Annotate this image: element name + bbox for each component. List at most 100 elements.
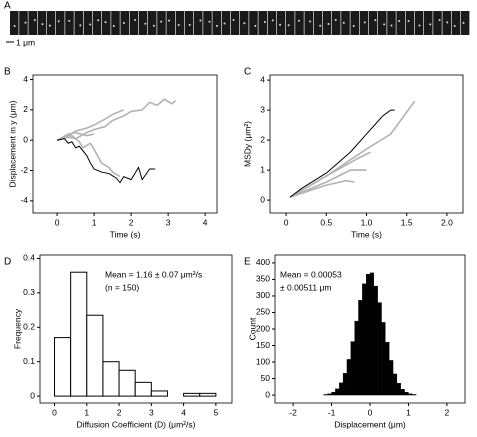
x-tick-label: 5 — [213, 407, 218, 417]
frame — [92, 11, 102, 35]
spot — [319, 24, 322, 27]
x-tick-label: 2 — [129, 217, 134, 227]
plot-frame — [39, 254, 233, 404]
bar — [385, 342, 390, 396]
bar — [150, 390, 168, 397]
y-tick-label: 250 — [256, 307, 270, 317]
spot — [390, 24, 393, 27]
plot-frame — [274, 254, 466, 404]
spot — [446, 21, 449, 24]
bar — [369, 272, 374, 396]
y-tick-label: 2 — [260, 134, 265, 144]
spot — [263, 20, 266, 23]
y-axis-label: Frequency — [12, 308, 22, 349]
frame — [304, 11, 313, 35]
frame — [212, 11, 221, 35]
y-tick-label: 100 — [256, 356, 270, 366]
frame — [56, 11, 65, 35]
frame — [37, 11, 47, 35]
spot — [199, 19, 202, 22]
line — [289, 169, 367, 198]
frame — [28, 11, 37, 35]
spot — [223, 22, 226, 25]
line — [56, 131, 95, 141]
y-tick-label: -2 — [20, 165, 28, 175]
x-tick-label: 1.5 — [401, 217, 413, 227]
plot-frame — [32, 74, 218, 214]
bar — [404, 391, 409, 396]
bar — [342, 373, 348, 396]
y-tick-label: -4 — [20, 195, 28, 205]
spot — [363, 21, 366, 24]
spot — [309, 20, 312, 23]
bar — [400, 388, 405, 396]
bar — [327, 393, 332, 396]
frame — [129, 11, 139, 35]
frame — [19, 11, 28, 35]
frame — [433, 11, 442, 35]
spot — [287, 24, 290, 27]
spot — [122, 22, 125, 25]
bar — [412, 394, 417, 396]
bar — [346, 359, 351, 396]
x-tick-label: 0 — [52, 407, 57, 417]
spot — [168, 19, 171, 22]
frame — [203, 11, 212, 35]
spot — [89, 23, 92, 26]
bar — [134, 381, 152, 397]
bar — [408, 393, 413, 396]
spot — [418, 24, 421, 27]
y-tick-label: 4 — [23, 74, 28, 84]
spot — [297, 19, 300, 22]
frame — [175, 11, 185, 35]
bar — [373, 285, 378, 396]
spot — [33, 19, 36, 22]
bar — [323, 394, 328, 396]
frame — [111, 11, 120, 35]
y-tick-label: 3 — [260, 104, 265, 114]
bar — [54, 337, 72, 397]
line — [289, 179, 355, 198]
frame — [258, 11, 267, 35]
x-tick-label: 0.5 — [320, 217, 332, 227]
y-tick-label: 0.3 — [23, 287, 35, 297]
y-axis-label: MSDy (μm²) — [242, 121, 252, 167]
frame — [65, 11, 74, 35]
spot — [97, 19, 100, 22]
bar — [366, 274, 371, 396]
x-tick-label: 2 — [117, 407, 122, 417]
panel-label: E — [244, 257, 251, 268]
image-strip — [10, 11, 470, 35]
spot — [254, 24, 257, 27]
spot — [398, 20, 401, 23]
x-axis-label: Diffusion Coefficient (D) (μm²/s) — [77, 419, 196, 429]
spot — [79, 24, 82, 27]
bar — [335, 388, 340, 396]
x-tick-label: 4 — [203, 217, 208, 227]
y-tick-label: 350 — [256, 274, 270, 284]
spot — [144, 22, 147, 25]
frame — [350, 11, 359, 35]
y-tick-label: 50 — [261, 373, 271, 383]
spot — [13, 25, 16, 27]
frame — [157, 11, 166, 35]
y-tick-label: 1 — [260, 164, 265, 174]
annotation: Mean = 0.00053 — [280, 269, 342, 279]
x-tick-label: 1 — [84, 407, 89, 417]
spot — [57, 20, 60, 23]
bar — [358, 300, 363, 396]
frame — [102, 11, 111, 35]
frame — [194, 11, 203, 35]
bar — [339, 382, 344, 396]
panel-label: B — [4, 67, 11, 78]
y-tick-label: 200 — [256, 323, 270, 333]
frame — [184, 11, 194, 35]
frame — [249, 11, 258, 35]
x-axis-label: Time (s) — [351, 229, 382, 239]
x-tick-label: 2 — [445, 407, 450, 417]
frame — [276, 11, 286, 35]
bar — [389, 360, 394, 396]
bar — [102, 361, 120, 397]
spot — [232, 19, 235, 22]
